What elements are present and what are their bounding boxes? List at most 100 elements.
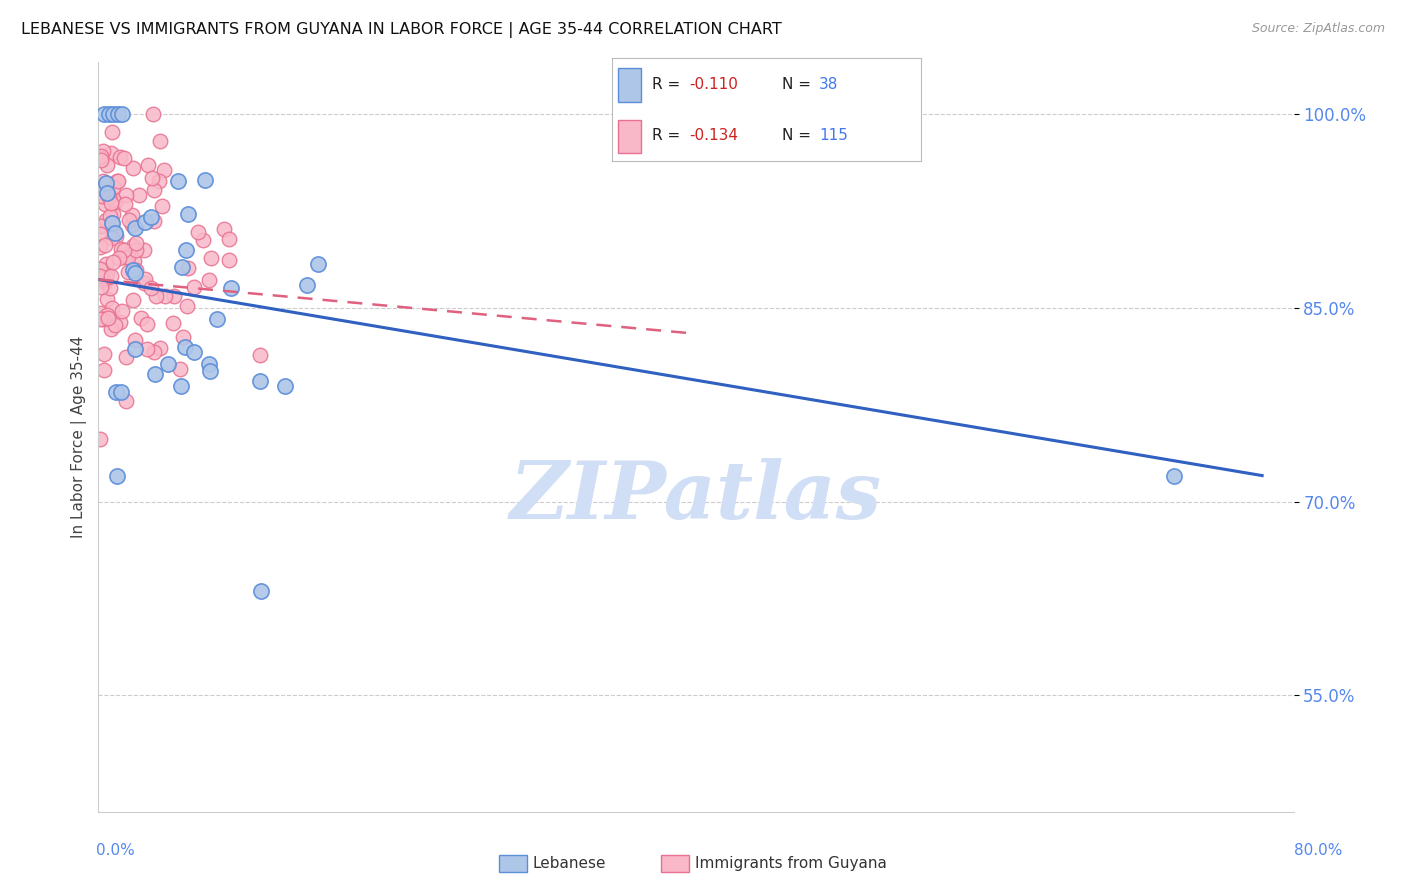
Y-axis label: In Labor Force | Age 35-44: In Labor Force | Age 35-44 xyxy=(72,336,87,538)
Point xyxy=(128,188,150,202)
Point xyxy=(100,195,122,210)
Text: Immigrants from Guyana: Immigrants from Guyana xyxy=(695,856,886,871)
Point xyxy=(91,189,114,203)
Point xyxy=(125,236,148,251)
Point xyxy=(110,384,132,399)
Text: Source: ZipAtlas.com: Source: ZipAtlas.com xyxy=(1251,22,1385,36)
Point xyxy=(162,316,184,330)
Point xyxy=(101,255,124,269)
Point xyxy=(91,311,114,326)
Point xyxy=(143,344,166,359)
Point xyxy=(142,107,165,121)
Point xyxy=(94,267,117,281)
Point xyxy=(101,231,124,245)
Point xyxy=(121,161,143,176)
Point xyxy=(112,243,135,257)
Point xyxy=(104,318,127,332)
Point xyxy=(183,344,205,359)
Point xyxy=(108,251,131,265)
Point xyxy=(101,301,124,316)
Point xyxy=(143,368,166,382)
FancyBboxPatch shape xyxy=(617,120,641,153)
Point xyxy=(89,311,111,326)
Point xyxy=(91,145,114,159)
Point xyxy=(104,107,127,121)
Point xyxy=(153,163,176,178)
Point xyxy=(193,233,215,247)
Point xyxy=(124,343,146,357)
Point xyxy=(97,107,120,121)
Point xyxy=(107,174,129,188)
Point xyxy=(108,315,131,329)
Point xyxy=(153,289,176,303)
Point xyxy=(124,333,146,347)
Point xyxy=(162,289,184,303)
Point xyxy=(134,215,156,229)
Point xyxy=(166,174,188,188)
Point xyxy=(90,219,112,234)
Point xyxy=(150,199,173,213)
Point xyxy=(90,149,112,163)
Point xyxy=(96,186,118,200)
Point xyxy=(100,216,122,230)
Text: LEBANESE VS IMMIGRANTS FROM GUYANA IN LABOR FORCE | AGE 35-44 CORRELATION CHART: LEBANESE VS IMMIGRANTS FROM GUYANA IN LA… xyxy=(21,22,782,38)
Point xyxy=(114,250,136,264)
Text: -0.110: -0.110 xyxy=(689,77,738,92)
Point xyxy=(94,256,117,270)
Point xyxy=(96,159,118,173)
Point xyxy=(118,212,141,227)
Point xyxy=(193,172,215,186)
Point xyxy=(100,322,122,336)
Point xyxy=(114,197,136,211)
Point xyxy=(94,176,117,190)
Point xyxy=(141,210,163,224)
Point xyxy=(214,222,236,236)
Point xyxy=(250,584,273,599)
Point xyxy=(122,253,145,268)
Point xyxy=(218,231,240,245)
Point xyxy=(90,271,112,285)
Point xyxy=(89,432,111,446)
Point xyxy=(101,125,124,139)
Point xyxy=(148,174,170,188)
Point xyxy=(90,280,112,294)
Point xyxy=(125,262,148,277)
Point xyxy=(94,275,117,289)
Point xyxy=(101,216,124,230)
Point xyxy=(117,250,139,264)
Point xyxy=(97,311,120,326)
Point xyxy=(114,188,136,202)
Point xyxy=(134,272,156,286)
Point xyxy=(98,190,121,204)
Point xyxy=(177,207,200,221)
Point xyxy=(273,379,295,393)
Point xyxy=(111,304,134,318)
Point xyxy=(249,374,271,388)
Point xyxy=(115,350,138,364)
Text: 38: 38 xyxy=(818,77,838,92)
Point xyxy=(105,173,128,187)
Point xyxy=(89,240,111,254)
Point xyxy=(134,243,156,257)
FancyBboxPatch shape xyxy=(617,69,641,102)
Point xyxy=(117,265,139,279)
Point xyxy=(169,362,191,376)
Point xyxy=(90,151,112,165)
Point xyxy=(100,269,122,284)
Point xyxy=(121,218,143,232)
Point xyxy=(121,208,143,222)
Point xyxy=(94,238,117,252)
Point xyxy=(104,194,127,209)
Point xyxy=(176,299,198,313)
Point xyxy=(100,146,122,161)
Point xyxy=(173,340,195,354)
Point xyxy=(89,268,111,283)
Point xyxy=(104,229,127,244)
Point xyxy=(136,158,159,172)
Point xyxy=(122,262,145,277)
Point xyxy=(89,306,111,320)
Point xyxy=(136,318,159,332)
Text: R =: R = xyxy=(652,128,685,144)
Point xyxy=(96,266,118,280)
Point xyxy=(183,279,205,293)
